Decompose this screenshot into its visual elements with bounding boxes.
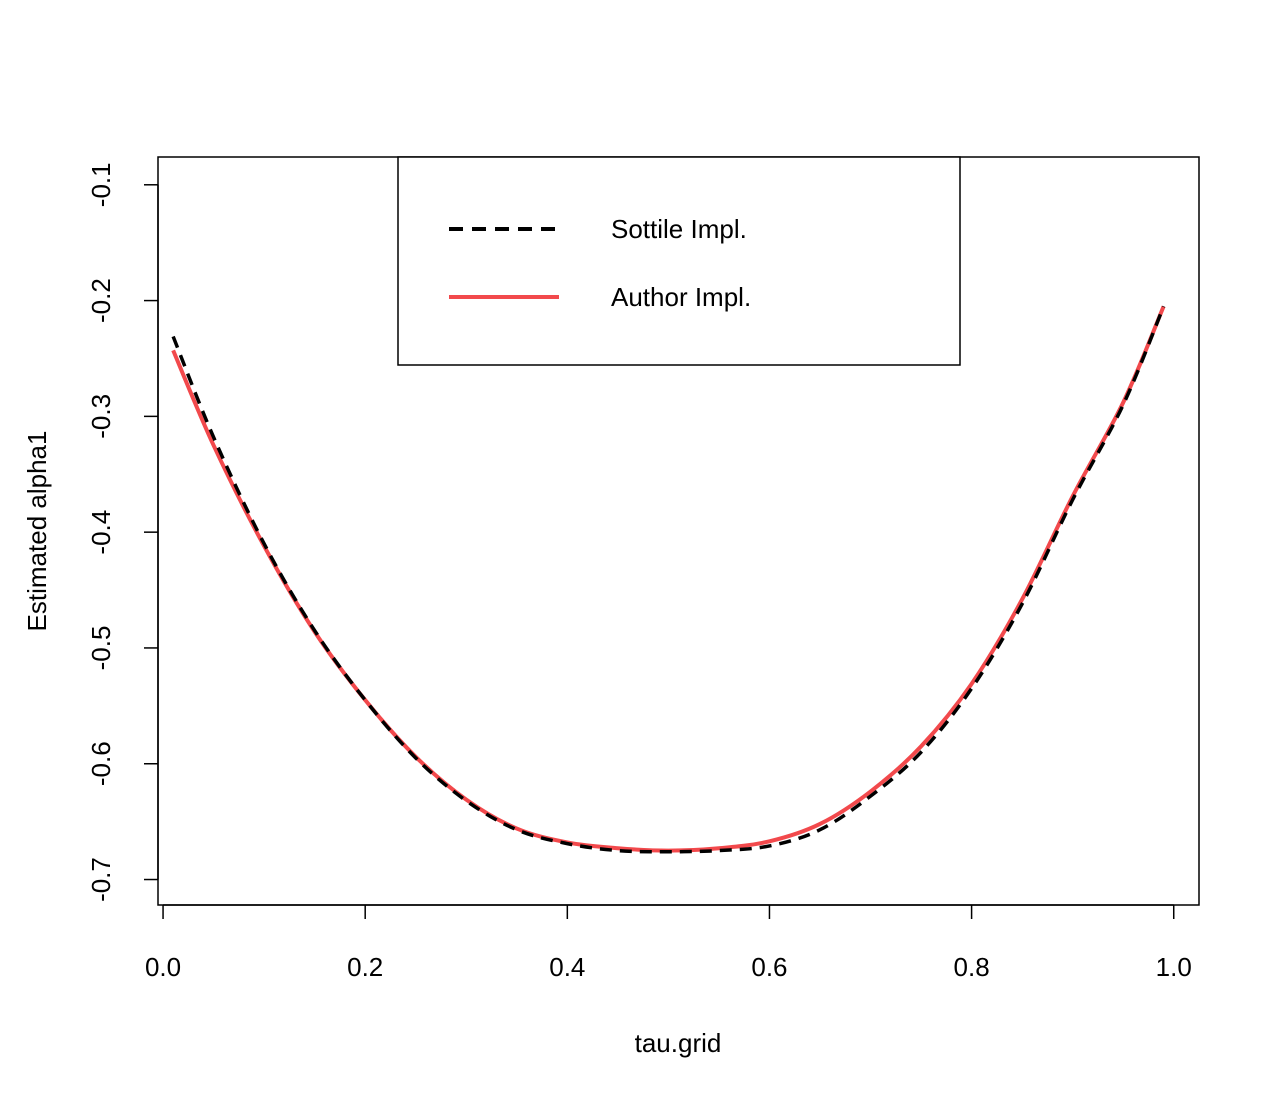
- x-tick-label: 0.8: [954, 952, 990, 982]
- y-tick-label: -0.2: [86, 278, 116, 323]
- x-tick-label: 0.0: [145, 952, 181, 982]
- legend-label-author: Author Impl.: [611, 282, 751, 312]
- x-tick-label: 0.4: [549, 952, 585, 982]
- series-layer: [171, 305, 1166, 854]
- legend-box: [397, 156, 961, 366]
- y-tick-label: -0.4: [86, 510, 116, 555]
- x-tick-label: 1.0: [1156, 952, 1192, 982]
- x-tick-label: 0.2: [347, 952, 383, 982]
- y-tick-label: -0.1: [86, 162, 116, 207]
- series-line-sottile: [171, 305, 1166, 854]
- y-tick-label: -0.3: [86, 394, 116, 439]
- y-axis-title: Estimated alpha1: [22, 431, 52, 632]
- y-axis: -0.7 -0.6 -0.5 -0.4 -0.3 -0.2 -0.1: [86, 162, 159, 902]
- legend-label-sottile: Sottile Impl.: [611, 214, 747, 244]
- series-line-author: [171, 305, 1166, 853]
- x-axis-title: tau.grid: [635, 1028, 722, 1058]
- y-tick-label: -0.7: [86, 857, 116, 902]
- y-tick-label: -0.6: [86, 741, 116, 786]
- legend: Sottile Impl. Author Impl.: [397, 156, 961, 366]
- y-tick-label: -0.5: [86, 626, 116, 671]
- x-tick-label: 0.6: [751, 952, 787, 982]
- x-axis: 0.0 0.2 0.4 0.6 0.8 1.0: [145, 904, 1192, 982]
